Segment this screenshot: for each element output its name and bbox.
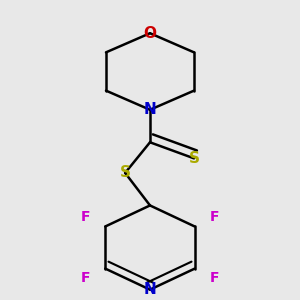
Text: N: N [144,282,156,297]
Text: S: S [120,165,130,180]
Text: S: S [188,151,200,166]
Text: F: F [210,271,220,285]
Text: F: F [80,271,90,285]
Text: F: F [210,210,220,224]
Text: F: F [80,210,90,224]
Text: N: N [144,102,156,117]
Text: O: O [143,26,157,41]
